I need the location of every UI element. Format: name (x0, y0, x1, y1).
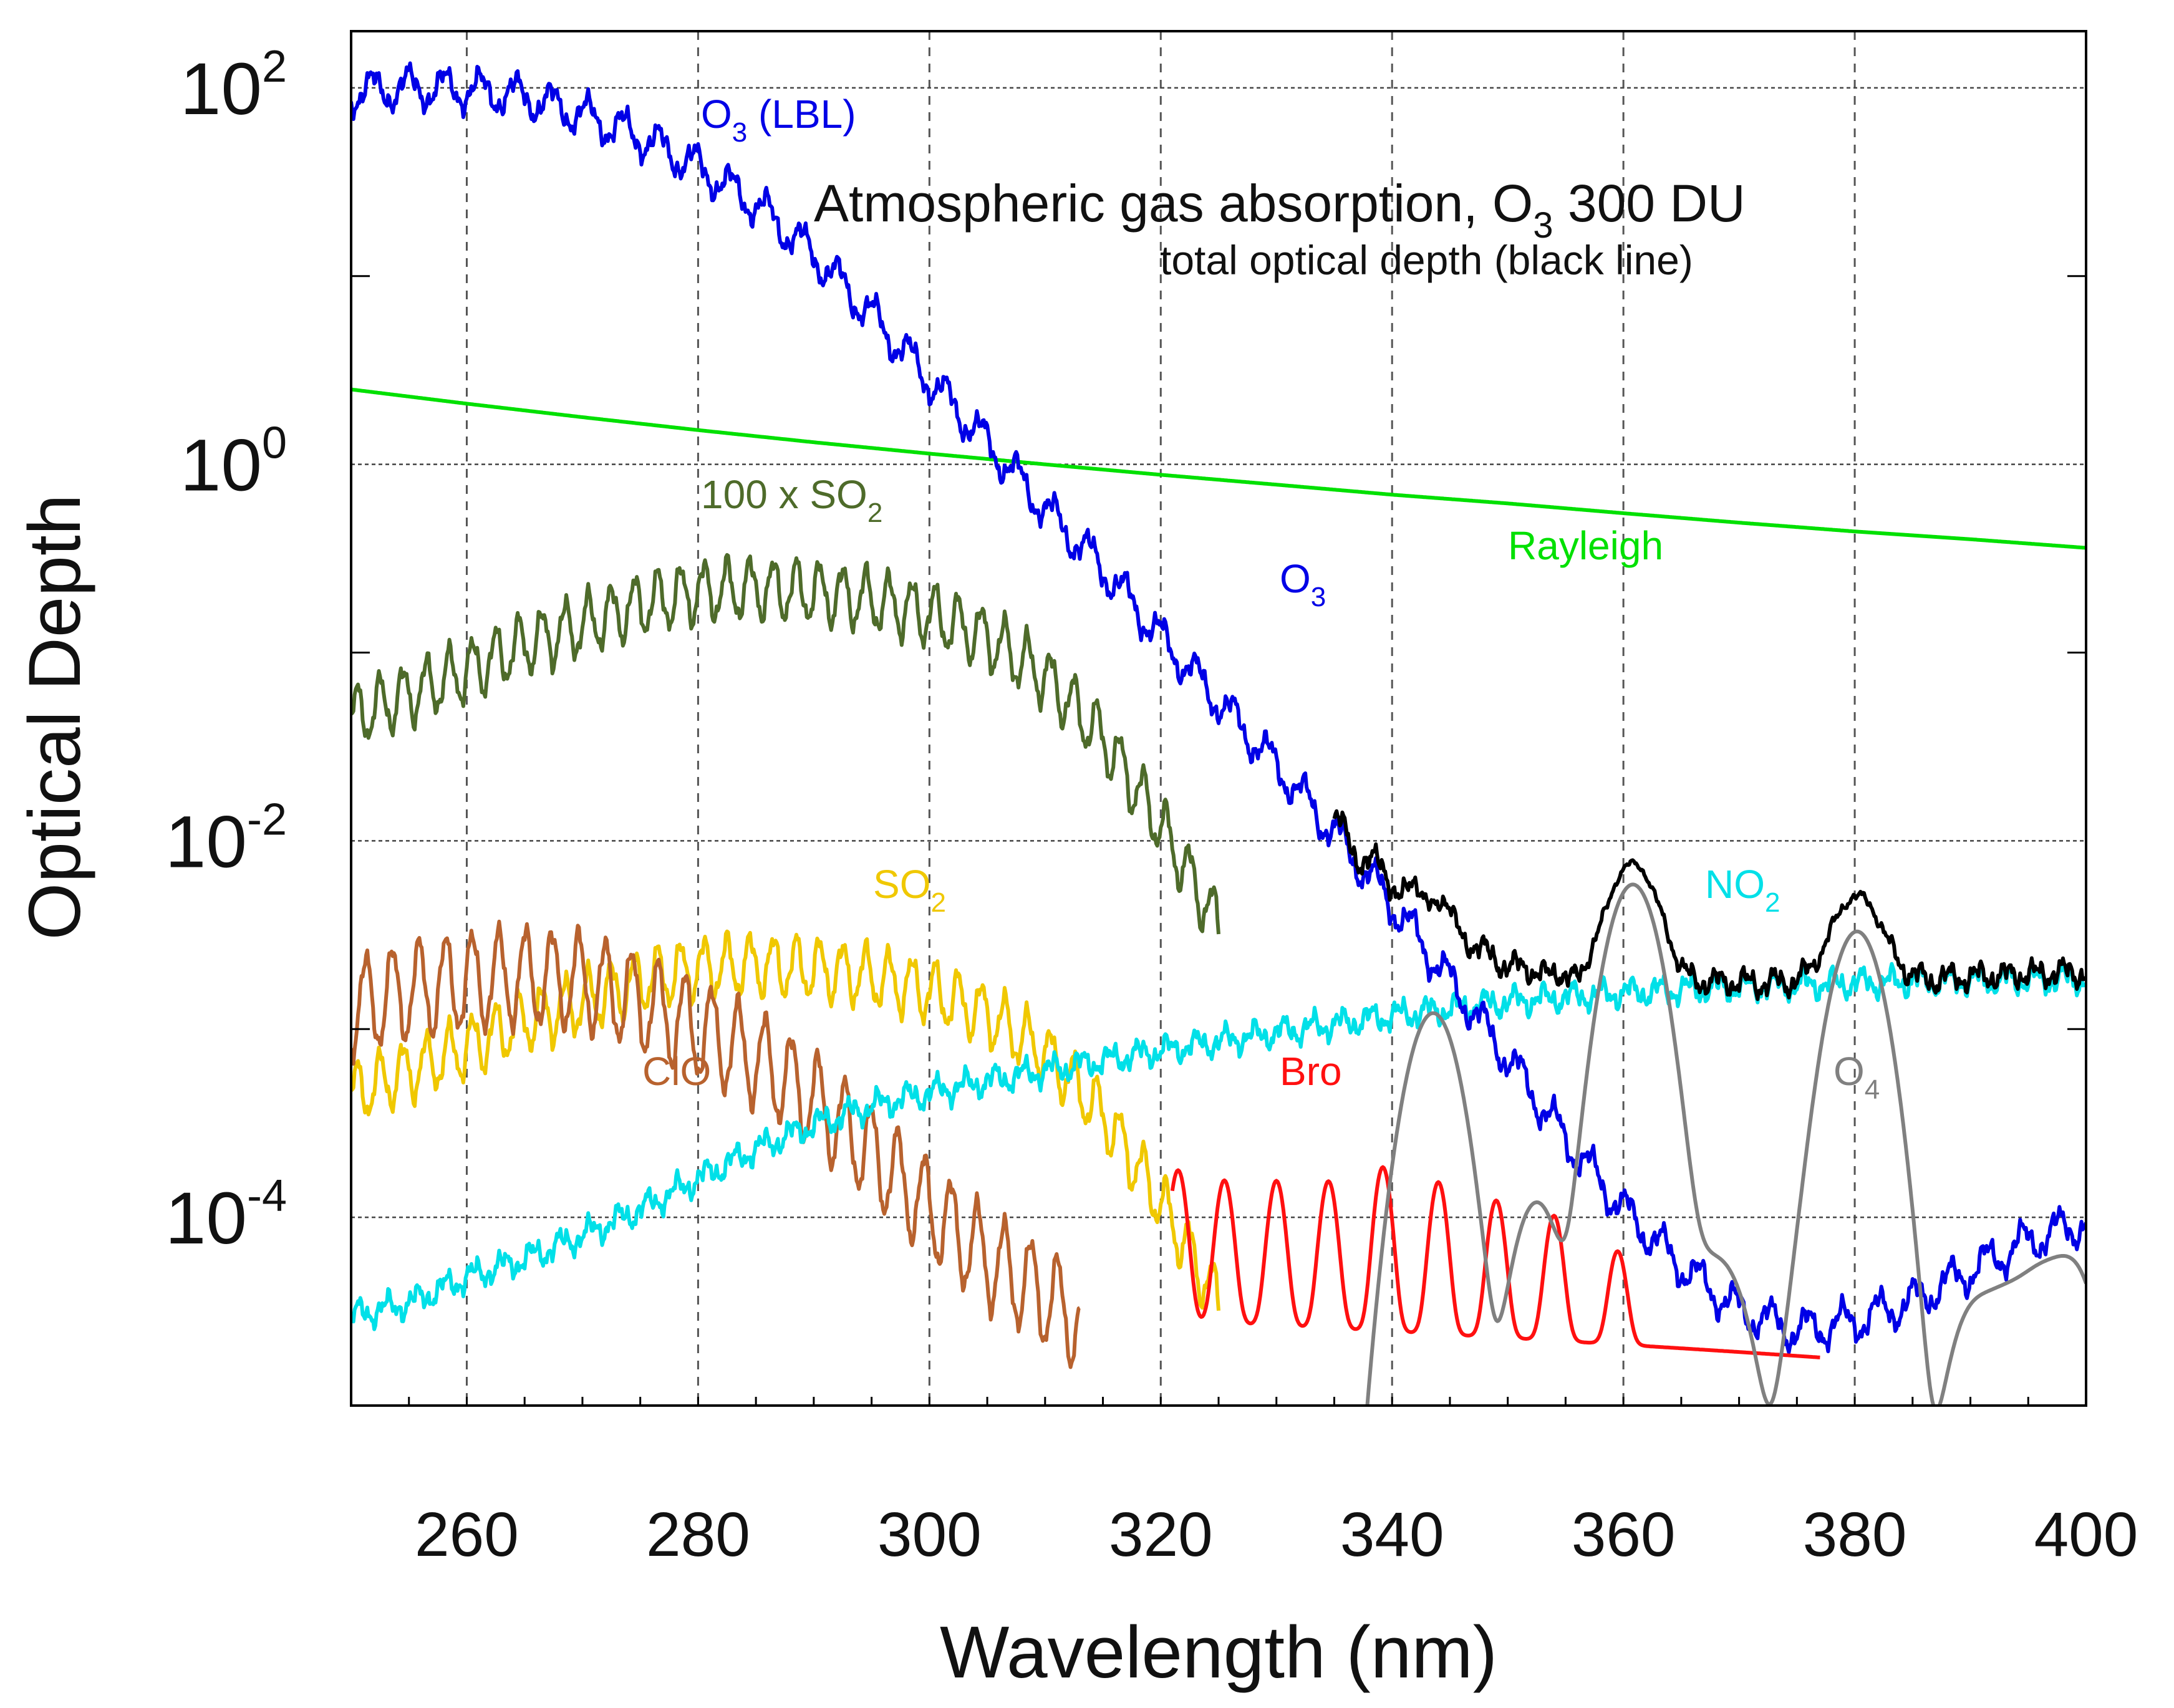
y-tick-base: 10 (165, 801, 247, 883)
annotation-o3lbl: O3 (LBL) (701, 92, 856, 148)
y-tick-exponent: -2 (247, 794, 287, 844)
chart-title-main: Atmospheric gas absorption, O (814, 174, 1533, 233)
x-tick-label: 320 (1109, 1500, 1213, 1570)
series-no2 (351, 961, 2086, 1331)
annotation-so2: SO2 (873, 862, 946, 918)
annotation-text: SO (873, 862, 930, 907)
ticks (351, 275, 2086, 1406)
annotation-text: O (1280, 556, 1311, 601)
y-axis-label: Optical Depth (14, 495, 96, 940)
annotation-rayleigh: Rayleigh (1508, 523, 1663, 568)
y-tick-base: 10 (165, 1177, 247, 1260)
chart-subtitle: total optical depth (black line) (1160, 237, 1693, 283)
annotation-text: ClO (642, 1049, 711, 1094)
x-axis-label: Wavelength (nm) (940, 1611, 1497, 1694)
annotation-subscript: 4 (1865, 1074, 1880, 1105)
annotation-o3: O3 (1280, 556, 1326, 612)
annotation-text-rest: (LBL) (747, 92, 856, 137)
annotation-text: Bro (1280, 1049, 1342, 1094)
annotation-text: 100 x SO (701, 472, 867, 517)
annotation-subscript: 2 (867, 498, 882, 528)
chart-title-sub: 3 (1533, 205, 1553, 246)
annotation-subscript: 2 (930, 887, 945, 918)
x-tick-label: 260 (415, 1500, 519, 1570)
y-tick-base: 10 (180, 425, 262, 507)
series-rayleigh (351, 387, 2086, 550)
annotation-no2: NO2 (1705, 862, 1780, 918)
annotation-text: NO (1705, 862, 1765, 907)
annotation-subscript: 2 (1765, 887, 1780, 918)
series-clo (351, 919, 1081, 1369)
annotation-subscript: 3 (732, 117, 747, 148)
y-tick-base: 10 (180, 48, 262, 130)
annotation-clo: ClO (642, 1049, 711, 1094)
y-tick-exponent: -4 (247, 1171, 287, 1221)
chart-title: Atmospheric gas absorption, O3 300 DU (814, 174, 1746, 246)
y-tick-label: 102 (180, 42, 287, 130)
annotation-bro: Bro (1280, 1049, 1342, 1094)
annotation-text: O (701, 92, 732, 137)
y-tick-exponent: 2 (262, 42, 287, 92)
x-tick-label: 400 (2034, 1500, 2138, 1570)
annotation-subscript: 3 (1311, 582, 1326, 612)
series-o4 (1365, 882, 2086, 1406)
annotation-text: O (1833, 1049, 1865, 1094)
annotation-so2x100: 100 x SO2 (701, 472, 882, 528)
labels: 260 280 300 320 340 360 380 40010210010-210-4O3… (165, 42, 2138, 1570)
annotation-o4: O4 (1833, 1049, 1880, 1105)
y-tick-exponent: 0 (262, 418, 287, 468)
x-tick-label: 360 (1572, 1500, 1676, 1570)
x-tick-label: 380 (1803, 1500, 1907, 1570)
annotation-text: Rayleigh (1508, 523, 1663, 568)
chart-title-rest: 300 DU (1553, 174, 1746, 233)
series-bro (1170, 1165, 1821, 1359)
y-tick-label: 10-4 (165, 1171, 287, 1260)
series-total (1332, 809, 2086, 1001)
series-100-x-so2 (351, 552, 1220, 935)
x-tick-label: 300 (877, 1500, 982, 1570)
y-tick-label: 100 (180, 418, 287, 507)
series-layer (351, 61, 2086, 1406)
x-tick-label: 280 (646, 1500, 750, 1570)
series-o3-lbl- (351, 61, 2086, 1354)
y-tick-label: 10-2 (165, 794, 287, 883)
x-tick-label: 340 (1340, 1500, 1444, 1570)
